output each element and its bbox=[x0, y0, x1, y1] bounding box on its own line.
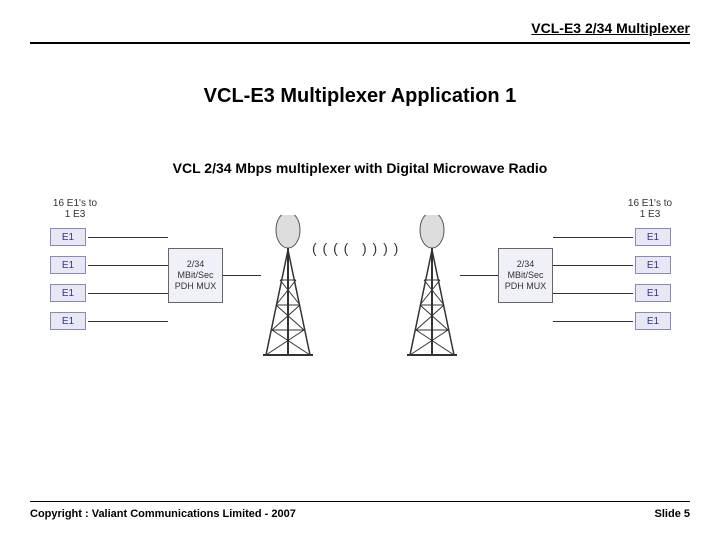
copyright-text: Copyright : Valiant Communications Limit… bbox=[30, 508, 296, 520]
connector-line bbox=[553, 237, 633, 238]
left-mux-box: 2/34 MBit/Sec PDH MUX bbox=[168, 248, 223, 303]
left-group-label: 16 E1's to 1 E3 bbox=[50, 198, 100, 220]
tower-icon bbox=[402, 215, 462, 360]
radio-waves-right: ) ) ) ) bbox=[362, 240, 399, 256]
connector-line bbox=[88, 293, 168, 294]
e1-box: E1 bbox=[50, 228, 86, 246]
right-tower bbox=[402, 215, 462, 355]
right-group-label: 16 E1's to 1 E3 bbox=[625, 198, 675, 220]
header-product: VCL-E3 2/34 Multiplexer bbox=[531, 20, 690, 36]
connector-line bbox=[223, 275, 261, 276]
left-tower bbox=[258, 215, 318, 355]
e1-box: E1 bbox=[50, 284, 86, 302]
diagram-subtitle: VCL 2/34 Mbps multiplexer with Digital M… bbox=[0, 160, 720, 176]
slide-number: Slide 5 bbox=[655, 508, 690, 520]
e1-box: E1 bbox=[50, 256, 86, 274]
radio-waves-left: ( ( ( ( bbox=[312, 240, 349, 256]
e1-box: E1 bbox=[50, 312, 86, 330]
left-e1-stack: E1 E1 E1 E1 bbox=[50, 228, 86, 330]
right-mux-box: 2/34 MBit/Sec PDH MUX bbox=[498, 248, 553, 303]
connector-line bbox=[553, 321, 633, 322]
connector-line bbox=[88, 265, 168, 266]
e1-box: E1 bbox=[635, 256, 671, 274]
e1-box: E1 bbox=[635, 284, 671, 302]
connector-line bbox=[553, 265, 633, 266]
right-e1-stack: E1 E1 E1 E1 bbox=[635, 228, 671, 330]
connector-line bbox=[88, 237, 168, 238]
header-bar: VCL-E3 2/34 Multiplexer bbox=[30, 20, 690, 44]
connector-line bbox=[460, 275, 498, 276]
connector-line bbox=[88, 321, 168, 322]
footer-bar: Copyright : Valiant Communications Limit… bbox=[30, 501, 690, 520]
diagram-area: 16 E1's to 1 E3 E1 E1 E1 E1 2/34 MBit/Se… bbox=[60, 190, 660, 390]
slide-title: VCL-E3 Multiplexer Application 1 bbox=[0, 85, 720, 108]
e1-box: E1 bbox=[635, 228, 671, 246]
tower-icon bbox=[258, 215, 318, 360]
e1-box: E1 bbox=[635, 312, 671, 330]
connector-line bbox=[553, 293, 633, 294]
